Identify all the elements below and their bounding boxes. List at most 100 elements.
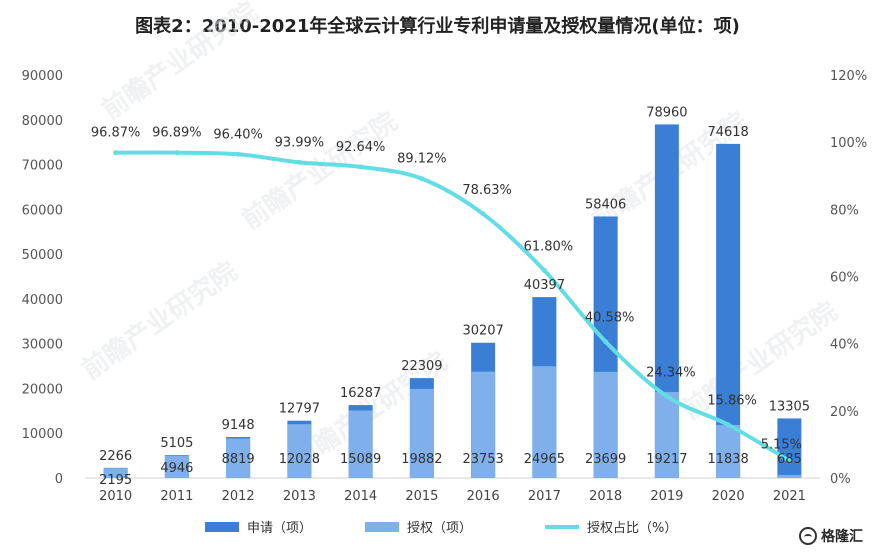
data-label-grant-ratio: 96.40% <box>213 127 263 142</box>
data-label-grant: 23753 <box>462 452 503 467</box>
data-label-grant: 11838 <box>707 452 748 467</box>
data-label-grant: 4946 <box>160 461 193 476</box>
data-label-grant-ratio: 5.15% <box>761 438 802 453</box>
data-label-grant: 19882 <box>401 452 442 467</box>
data-label-grant: 24965 <box>524 452 565 467</box>
line-point-grant-ratio <box>786 458 792 464</box>
data-label-grant: 2195 <box>99 473 132 488</box>
data-label-grant: 23699 <box>585 452 626 467</box>
y-left-tick-label: 0 <box>55 472 63 487</box>
bar-grant <box>471 371 496 478</box>
data-label-application: 30207 <box>462 324 503 339</box>
line-point-grant-ratio <box>419 176 425 182</box>
x-tick-label: 2019 <box>650 489 683 504</box>
data-label-grant-ratio: 93.99% <box>275 135 325 150</box>
bar-grant <box>593 371 618 478</box>
legend-swatch-application <box>205 522 239 532</box>
y-left-tick-label: 90000 <box>22 69 63 84</box>
legend-label-grant-ratio: 授权占比（%） <box>587 520 677 536</box>
data-label-grant: 15089 <box>340 452 381 467</box>
bar-grant <box>348 410 373 478</box>
data-label-application: 78960 <box>646 105 687 120</box>
y-left-tick-label: 60000 <box>22 203 63 218</box>
data-label-grant-ratio: 78.63% <box>462 183 512 198</box>
x-tick-label: 2016 <box>467 489 500 504</box>
watermark-text: 前瞻产业研究院 <box>676 296 843 426</box>
y-right-tick-label: 80% <box>830 203 859 218</box>
x-tick-label: 2020 <box>712 489 745 504</box>
y-left-tick-label: 30000 <box>22 338 63 353</box>
bar-grant <box>654 391 679 478</box>
y-right-tick-label: 20% <box>830 405 859 420</box>
bar-application <box>777 418 802 478</box>
bar-grant <box>226 438 251 478</box>
bar-grant <box>716 424 741 478</box>
bar-grant <box>103 468 128 478</box>
watermark-text: 前瞻产业研究院 <box>96 0 263 126</box>
y-left-tick-label: 80000 <box>22 114 63 129</box>
x-tick-label: 2010 <box>99 489 132 504</box>
x-tick-label: 2017 <box>528 489 561 504</box>
data-label-application: 74618 <box>707 125 748 140</box>
data-label-grant-ratio: 96.89% <box>152 126 202 141</box>
x-tick-label: 2012 <box>222 489 255 504</box>
y-right-tick-label: 60% <box>830 271 859 286</box>
y-left-tick-label: 20000 <box>22 382 63 397</box>
brand-logo-icon <box>799 527 817 545</box>
brand-badge: 格隆汇 <box>799 526 863 546</box>
y-left-tick-label: 10000 <box>22 427 63 442</box>
y-left-tick-label: 50000 <box>22 248 63 263</box>
line-point-grant-ratio <box>664 393 670 399</box>
y-right-tick-label: 100% <box>830 136 867 151</box>
x-tick-label: 2011 <box>160 489 193 504</box>
y-right-tick-label: 0% <box>830 472 851 487</box>
data-label-application: 12797 <box>279 402 320 417</box>
line-point-grant-ratio <box>480 211 486 217</box>
data-label-grant: 12028 <box>279 452 320 467</box>
x-tick-label: 2021 <box>773 489 806 504</box>
data-label-application: 5105 <box>160 436 193 451</box>
data-label-application: 58406 <box>585 197 626 212</box>
legend-label-application: 申请（项） <box>247 521 312 536</box>
line-point-grant-ratio <box>113 150 119 156</box>
data-label-application: 2266 <box>99 449 132 464</box>
x-tick-label: 2013 <box>283 489 316 504</box>
data-label-application: 16287 <box>340 386 381 401</box>
bar-grant <box>777 474 802 478</box>
bar-grant <box>287 424 312 478</box>
line-point-grant-ratio <box>725 422 731 428</box>
brand-name: 格隆汇 <box>821 529 863 545</box>
bar-grant <box>409 388 434 478</box>
data-label-grant-ratio: 15.86% <box>707 394 757 409</box>
data-label-grant-ratio: 96.87% <box>91 126 141 141</box>
data-label-grant: 685 <box>777 452 802 467</box>
y-right-tick-label: 120% <box>830 69 867 84</box>
data-label-grant-ratio: 61.80% <box>524 239 574 254</box>
data-label-grant-ratio: 92.64% <box>336 140 386 155</box>
data-label-application: 40397 <box>524 278 565 293</box>
y-left-tick-label: 40000 <box>22 293 63 308</box>
watermark-text: 前瞻产业研究院 <box>76 256 243 386</box>
data-label-grant: 19217 <box>646 452 687 467</box>
line-point-grant-ratio <box>358 164 364 170</box>
data-label-application: 9148 <box>222 418 255 433</box>
legend-label-grant: 授权（项） <box>407 520 472 536</box>
data-label-grant: 8819 <box>222 452 255 467</box>
data-label-grant-ratio: 40.58% <box>585 311 635 326</box>
bar-grant <box>532 366 557 478</box>
chart-title: 图表2：2010-2021年全球云计算行业专利申请量及授权量情况(单位：项) <box>135 16 740 37</box>
data-label-application: 13305 <box>769 399 810 414</box>
line-point-grant-ratio <box>235 151 241 157</box>
line-point-grant-ratio <box>603 339 609 345</box>
line-point-grant-ratio <box>541 267 547 273</box>
x-tick-label: 2018 <box>589 489 622 504</box>
line-point-grant-ratio <box>296 159 302 165</box>
y-right-tick-label: 40% <box>830 338 859 353</box>
data-label-grant-ratio: 89.12% <box>397 152 447 167</box>
line-point-grant-ratio <box>174 150 180 156</box>
data-label-grant-ratio: 24.34% <box>646 365 696 380</box>
data-label-application: 22309 <box>401 359 442 374</box>
legend-swatch-grant <box>365 522 399 532</box>
